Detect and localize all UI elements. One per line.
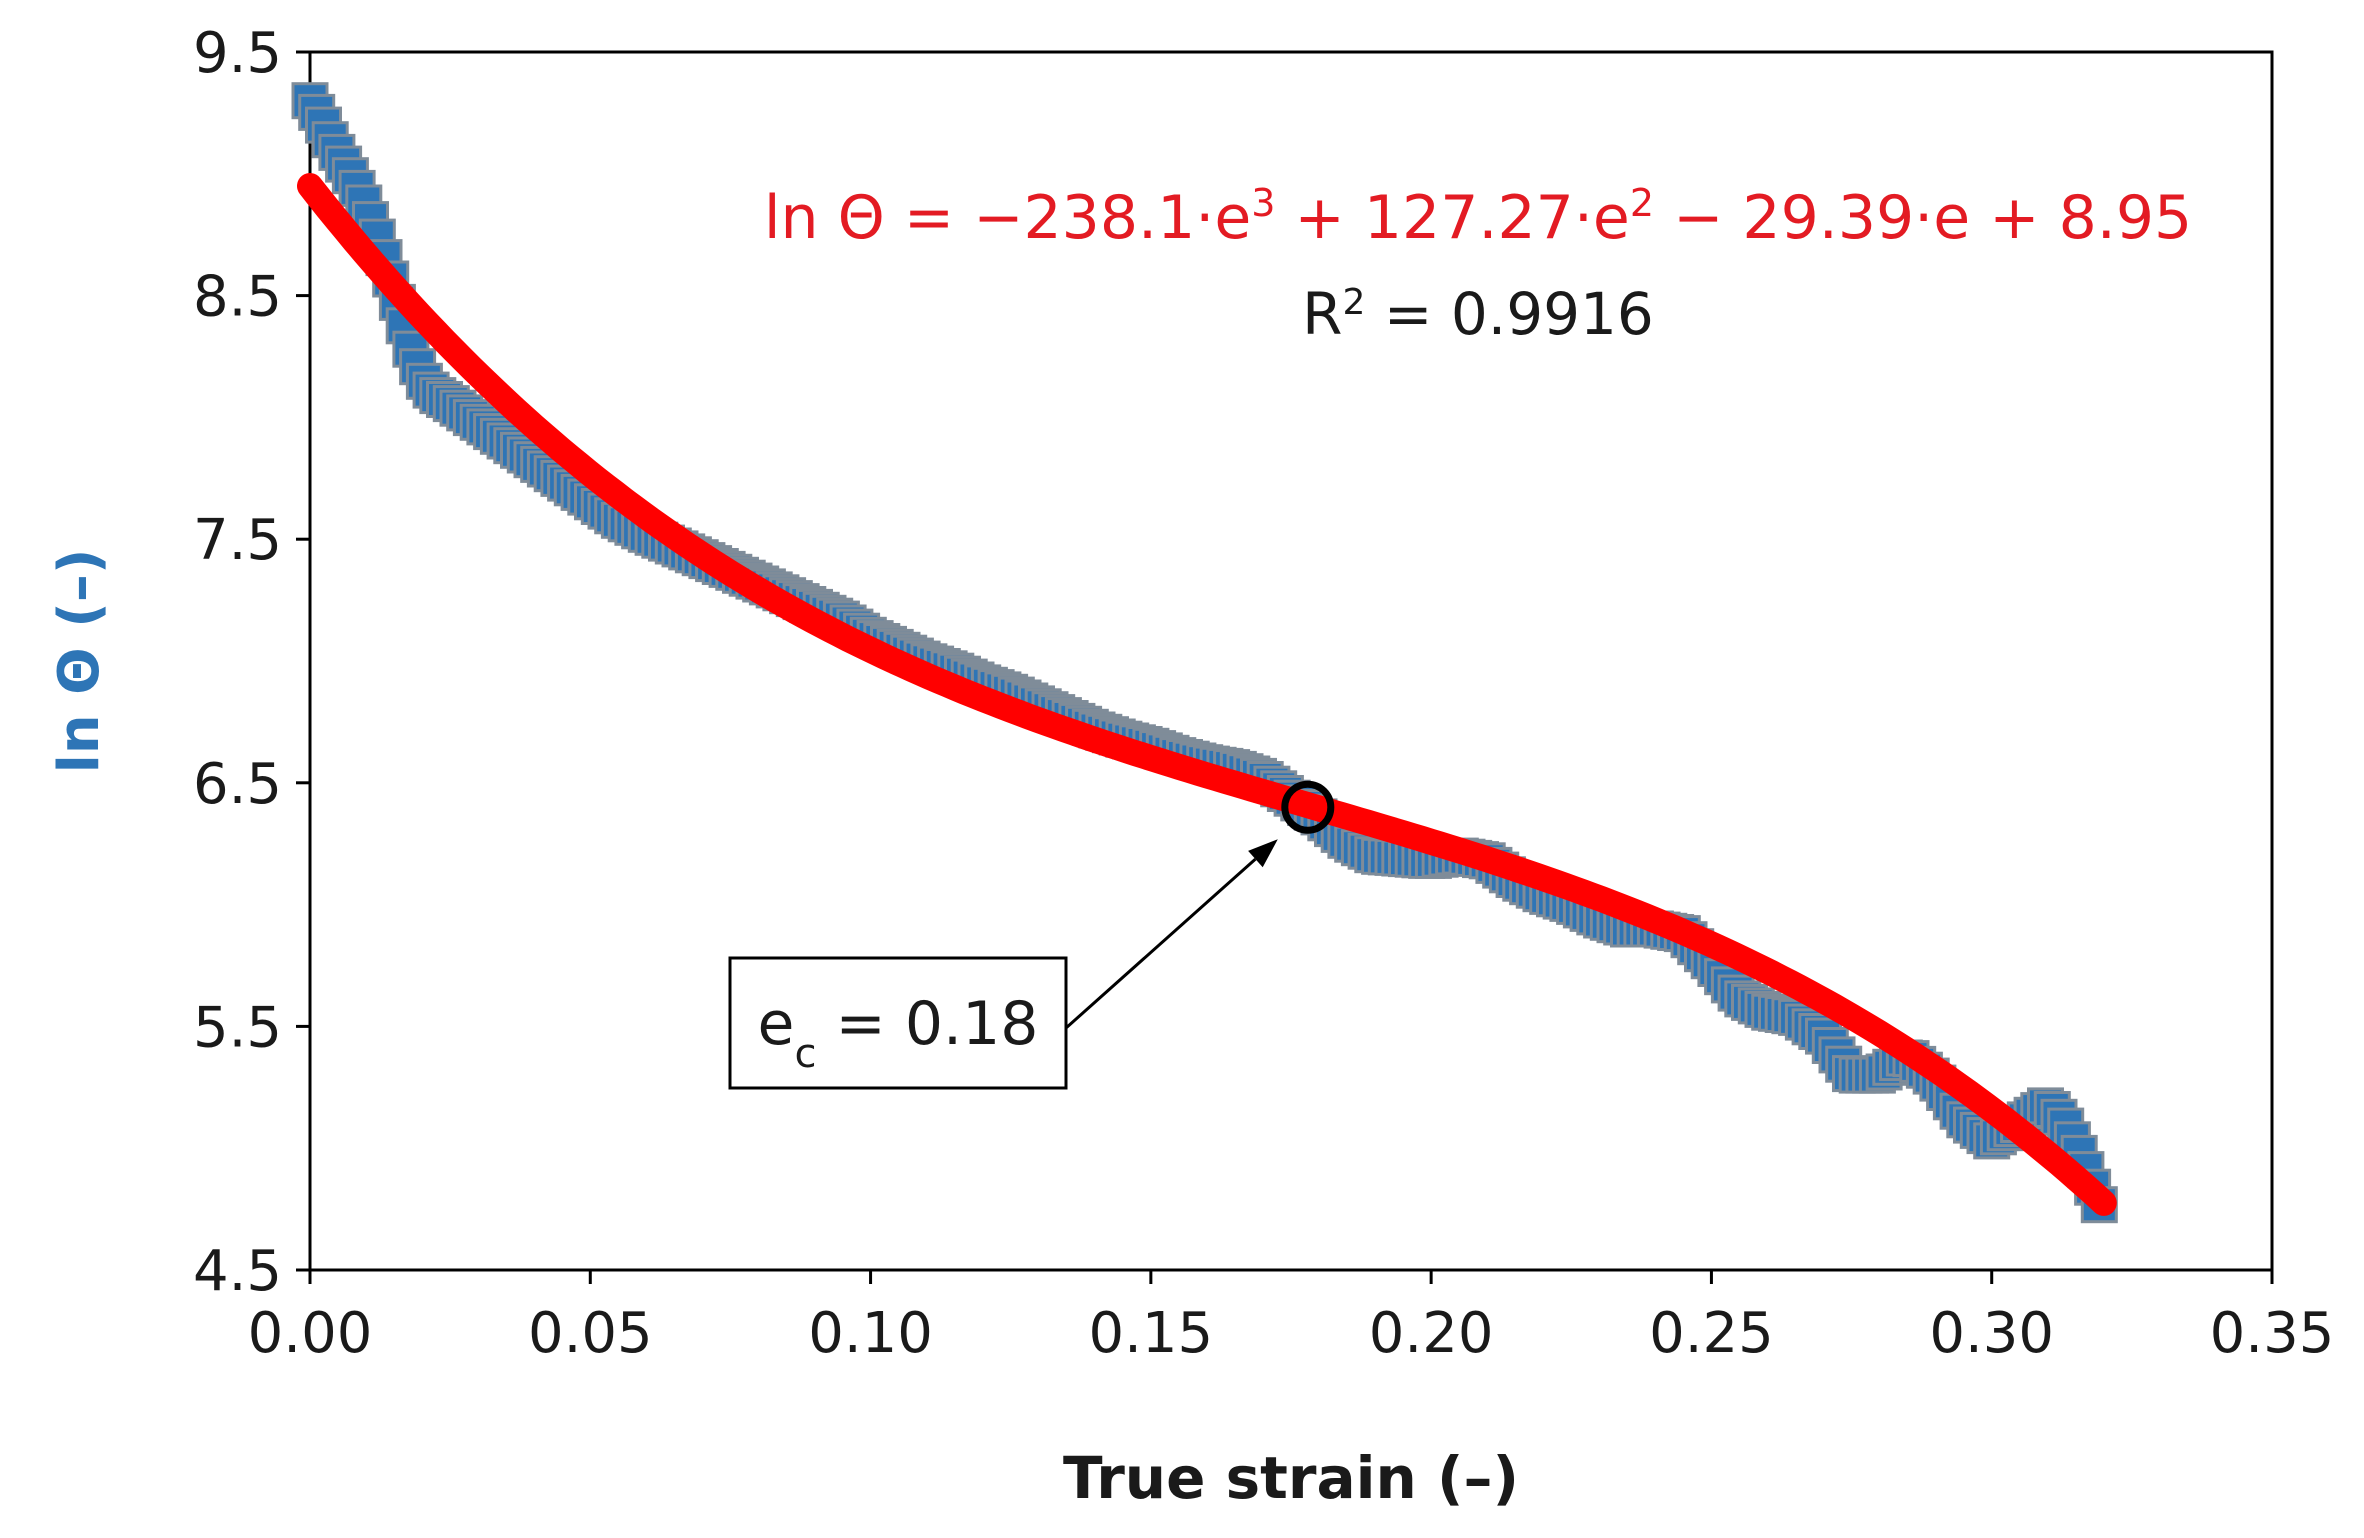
x-tick-label: 0.05 xyxy=(528,1301,653,1366)
fit-equation-part-1: ln Θ = −238.1·e xyxy=(764,183,1251,253)
critical-strain-value: = 0.18 xyxy=(816,989,1038,1059)
x-tick-label: 0.20 xyxy=(1369,1301,1494,1366)
x-tick-label: 0.35 xyxy=(2210,1301,2335,1366)
x-tick-label: 0.30 xyxy=(1929,1301,2054,1366)
arrowhead xyxy=(1248,839,1278,868)
critical-strain-symbol: e xyxy=(758,989,795,1059)
y-tick-label: 6.5 xyxy=(193,752,282,817)
x-tick-label: 0.15 xyxy=(1089,1301,1214,1366)
y-tick-label: 5.5 xyxy=(193,995,282,1060)
x-axis-ticks: 0.00 0.05 0.10 0.15 0.20 0.25 0.30 0.35 xyxy=(248,1270,2335,1366)
plot-area xyxy=(308,50,2274,1272)
critical-point-arrow xyxy=(1065,857,1257,1030)
x-tick-label: 0.00 xyxy=(248,1301,373,1366)
y-axis-ticks: 4.5 5.5 6.5 7.5 8.5 9.5 xyxy=(193,21,310,1304)
fit-equation-exp-2: 2 xyxy=(1630,181,1654,225)
critical-strain-callout xyxy=(728,956,1068,1090)
y-tick-label: 4.5 xyxy=(193,1239,282,1304)
fit-equation-exp-3: 3 xyxy=(1251,181,1275,225)
x-tick-label: 0.25 xyxy=(1649,1301,1774,1366)
y-axis-title: ln Θ (–) xyxy=(47,549,112,774)
x-axis-title: True strain (–) xyxy=(1063,1444,1519,1512)
y-tick-label: 9.5 xyxy=(193,21,282,86)
fit-curve xyxy=(297,173,2117,1216)
fit-equation-part-2: + 127.27·e xyxy=(1275,183,1629,253)
r-squared-label: R2 = 0.9916 xyxy=(1302,280,1654,348)
x-tick-label: 0.10 xyxy=(808,1301,933,1366)
critical-strain-subscript: c xyxy=(794,1031,816,1077)
y-tick-label: 8.5 xyxy=(193,265,282,330)
fit-equation: ln Θ = −238.1·e3 + 127.27·e2 − 29.39·e +… xyxy=(764,181,2192,253)
y-tick-label: 7.5 xyxy=(193,508,282,573)
r-squared-exp: 2 xyxy=(1342,282,1365,323)
r-squared-value: = 0.9916 xyxy=(1365,280,1653,348)
critical-strain-label: ec = 0.18 xyxy=(758,989,1039,1077)
fit-equation-part-3: − 29.39·e + 8.95 xyxy=(1654,183,2192,253)
critical-point-marker xyxy=(1281,780,1335,834)
r-squared-base: R xyxy=(1302,280,1342,348)
